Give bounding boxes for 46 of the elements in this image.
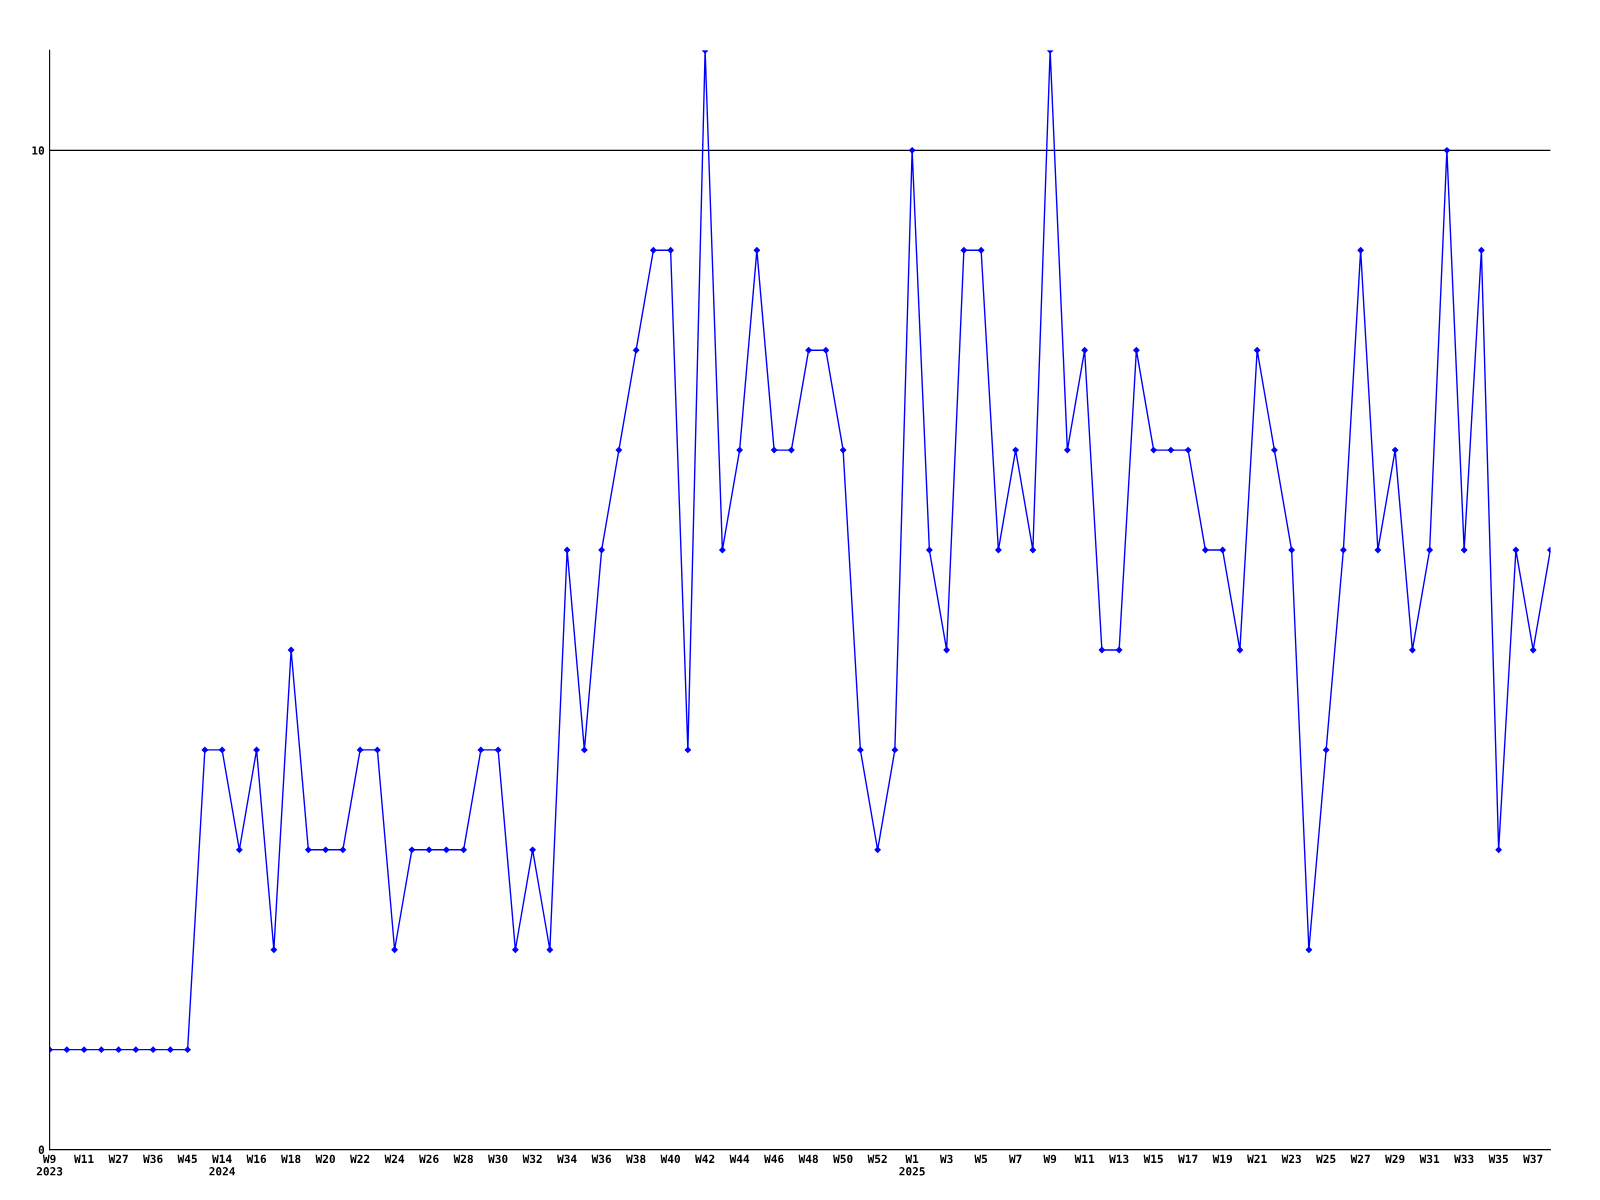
x-tick-label: W52 <box>867 1154 887 1164</box>
x-tick-label: W44 <box>729 1154 750 1163</box>
x-tick-label: W15 <box>1143 1154 1163 1164</box>
x-tick-label: W23 <box>1281 1154 1301 1164</box>
x-tick-label: W35 <box>1488 1154 1508 1164</box>
x-tick-label: W48 <box>798 1154 818 1164</box>
x-tick-label: W33 <box>1454 1154 1474 1164</box>
x-tick-label: W45 <box>177 1154 197 1164</box>
x-tick-label: W1 2025 <box>899 1154 925 1176</box>
x-tick-label: W19 <box>1212 1154 1232 1164</box>
x-tick-label: W16 <box>246 1154 267 1164</box>
x-tick-label: W13 <box>1109 1154 1129 1164</box>
x-tick-label: W36 <box>591 1154 612 1164</box>
x-tick-label: W26 <box>419 1154 439 1164</box>
x-tick-label: W28 <box>453 1154 473 1164</box>
y-tick-label: 10 <box>32 146 45 155</box>
x-tick-label: W30 <box>488 1154 508 1164</box>
x-tick-label: W27 <box>1350 1154 1370 1163</box>
x-tick-label: W14 2024 <box>209 1154 235 1176</box>
x-tick-label: W21 <box>1247 1154 1267 1163</box>
x-tick-label: W17 <box>1178 1154 1198 1163</box>
x-tick-label: W34 <box>557 1154 577 1164</box>
x-tick-label: W27 <box>108 1154 128 1163</box>
x-tick-label: W31 <box>1419 1154 1440 1164</box>
x-tick-label: W9 <box>1043 1154 1057 1164</box>
x-tick-label: W36 <box>143 1154 163 1164</box>
x-tick-label: W37 <box>1523 1154 1543 1164</box>
x-tick-label: W38 <box>626 1154 646 1164</box>
y-tick-label: 0 <box>38 1145 45 1154</box>
x-tick-label: W9 2023 <box>36 1154 63 1176</box>
x-tick-label: W11 <box>74 1154 94 1163</box>
x-tick-label: W46 <box>764 1154 784 1164</box>
x-tick-label: W25 <box>1316 1154 1336 1164</box>
x-tick-label: W42 <box>695 1154 715 1163</box>
x-tick-label: W20 <box>315 1154 335 1164</box>
x-tick-label: W11 <box>1074 1154 1095 1163</box>
x-tick-label: W29 <box>1385 1154 1405 1164</box>
x-tick-label: W7 <box>1008 1154 1022 1163</box>
x-tick-label: W40 <box>660 1154 680 1164</box>
x-tick-label: W18 <box>281 1154 301 1164</box>
x-tick-label: W5 <box>974 1154 988 1164</box>
x-tick-label: W22 <box>350 1154 370 1163</box>
x-tick-label: W3 <box>939 1154 953 1164</box>
x-tick-label: W32 <box>522 1154 542 1164</box>
x-tick-label: W50 <box>833 1154 853 1164</box>
x-tick-label: W24 <box>384 1154 405 1163</box>
